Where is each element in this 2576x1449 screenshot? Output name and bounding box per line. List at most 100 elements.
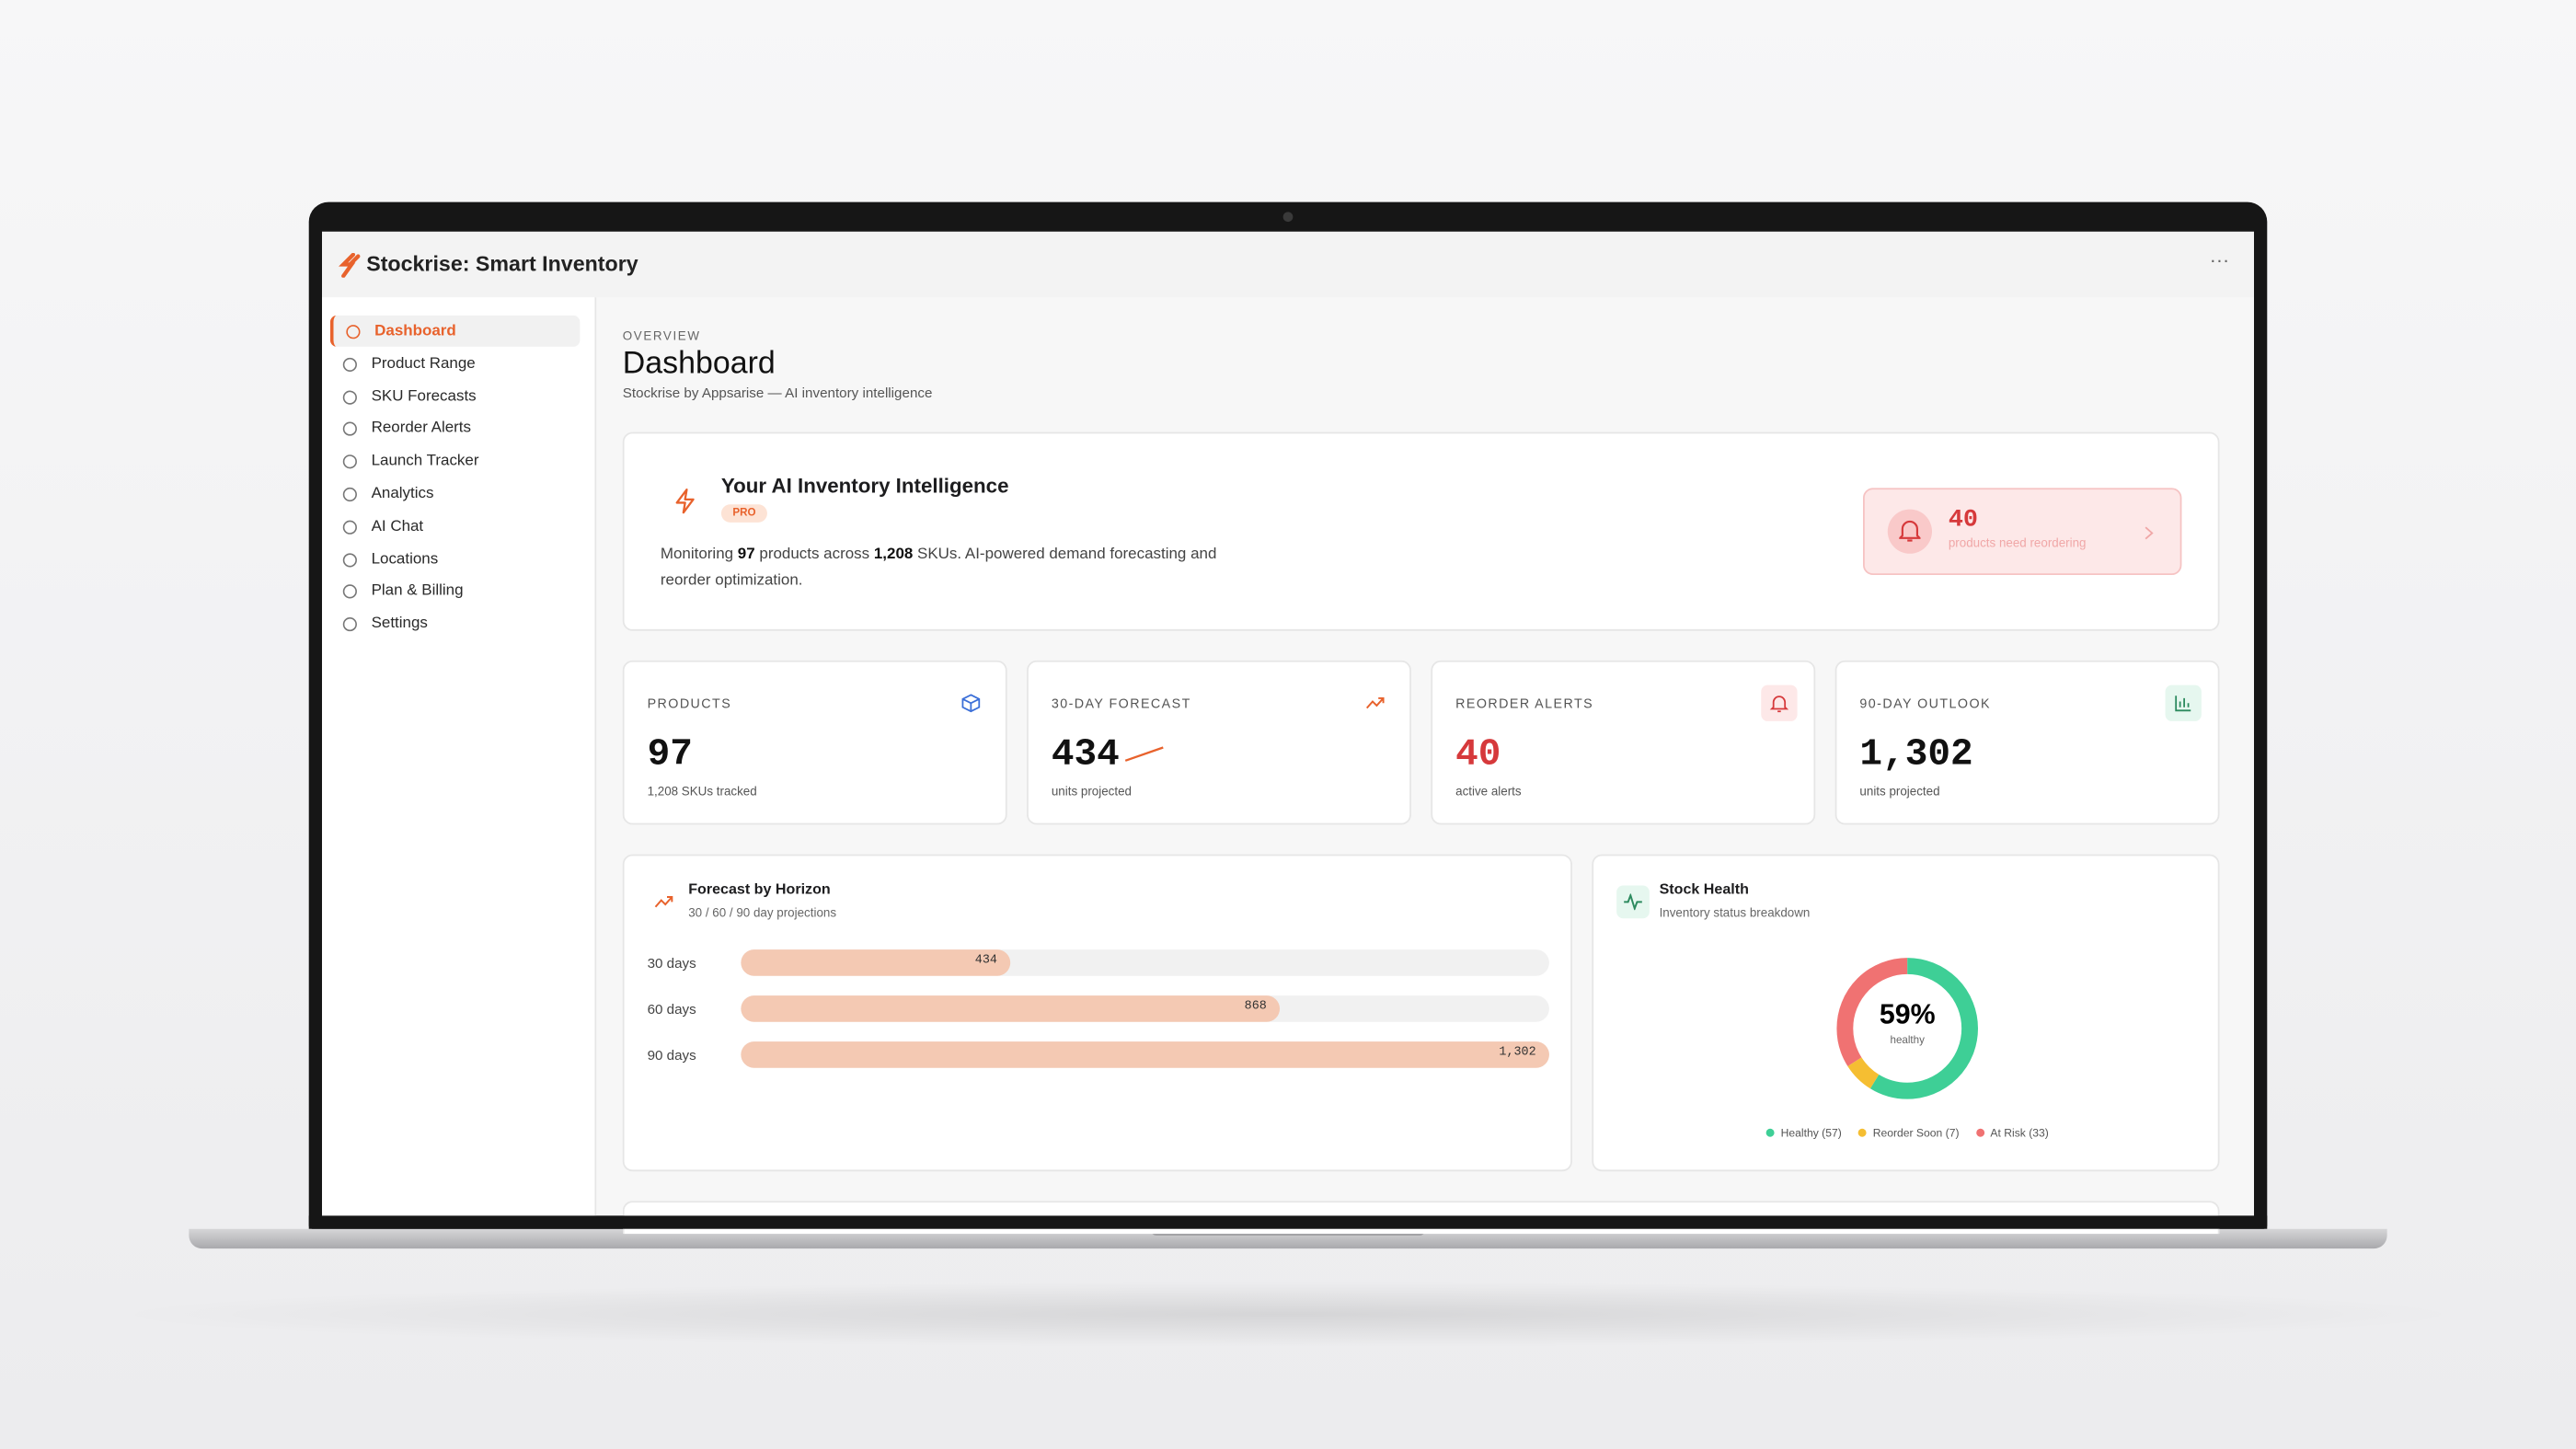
nav-item[interactable]: Analytics [330,478,580,510]
bar-value-label: 1,302 [1499,1046,1536,1060]
nav-item[interactable]: Dashboard [329,315,581,347]
forecast-title: Forecast by Horizon [688,880,831,897]
stat-label: PRODUCTS [647,696,732,712]
stat-label: REORDER ALERTS [1455,696,1594,712]
stat-icon-glyph [2175,696,2191,712]
stat-value: 1,302 [1859,732,1973,776]
stat-card: 90-DAY OUTLOOK 1,302 units projected [1834,660,2220,825]
hero-icon [675,488,695,514]
menu-button[interactable]: ··· [2209,247,2230,271]
nav-icon [342,584,357,600]
description-part: SKUs. AI-powered demand forecasting and … [660,545,1222,591]
hero-card: Your AI Inventory Intelligence PRO Monit… [622,431,2220,631]
forecast-icon [654,896,673,908]
nav-icon [342,487,357,502]
reorder-banner[interactable]: 40 products need reordering [1862,488,2182,575]
description-part: 97 [737,545,755,564]
stat-icon [953,685,989,721]
nav-label: Reorder Alerts [371,420,472,438]
donut-segment [1836,958,1978,1099]
bar-label: 60 days [647,1000,696,1018]
hero-title: Your AI Inventory Intelligence [720,475,1009,499]
stat-value: 434 [1051,732,1120,776]
nav-item[interactable]: Settings [330,608,580,639]
page-subtitle: Stockrise by Appsarise — AI inventory in… [622,384,933,401]
bell-circle [1887,509,1932,554]
nav-label: Settings [371,615,428,633]
stat-icon [1761,684,1798,721]
title-bar: Stockrise: Smart Inventory ··· [321,231,2254,298]
nav-label: Dashboard [374,321,456,340]
stat-value: 97 [647,732,693,776]
stat-sub: units projected [1859,783,1940,799]
stat-card: 30-DAY FORECAST 434 units projected [1027,660,1411,825]
bar: 868 [741,995,1281,1022]
stat-label: 30-DAY FORECAST [1051,696,1191,712]
sidebar [321,297,597,1216]
nav-icon [342,422,357,437]
legend-item: Reorder Soon (7) [1857,1128,1960,1141]
legend-dot [1857,1128,1867,1137]
reorder-count: 40 [1948,505,1979,535]
nav-item[interactable]: Locations [330,543,580,574]
health-icon-box [1616,885,1650,919]
stat-sub: units projected [1051,783,1132,799]
app-title: Stockrise: Smart Inventory [366,251,638,276]
nav-icon [342,357,357,372]
nav-item[interactable]: SKU Forecasts [330,381,580,412]
legend-label: At Risk (33) [1990,1128,2049,1141]
nav-label: AI Chat [371,517,424,535]
bell-icon [1899,520,1921,542]
nav-icon [346,325,361,339]
donut-center-value: 59% [1880,999,1936,1029]
description-part: Monitoring [660,545,738,564]
stat-card: REORDER ALERTS 40 active alerts [1431,660,1816,825]
nav-item[interactable]: Plan & Billing [330,576,580,607]
bar-value-label: 434 [974,954,997,968]
forecast-subtitle: 30 / 60 / 90 day projections [688,904,837,920]
camera [1282,212,1294,223]
page-title: Dashboard [622,346,776,382]
nav-label: Locations [371,549,439,569]
stat-icon-glyph [961,694,981,713]
logo [339,252,361,278]
description-part: products across [754,545,874,564]
nav-label: Launch Tracker [371,452,479,471]
nav-item[interactable]: Product Range [330,348,580,379]
legend-label: Reorder Soon (7) [1872,1128,1960,1141]
chevron [2145,526,2154,540]
legend-dot [1975,1128,1984,1137]
nav-item[interactable]: Launch Tracker [330,445,580,477]
stat-icon [1357,685,1393,721]
nav-label: Plan & Billing [371,581,464,601]
nav-item[interactable]: AI Chat [330,511,580,542]
description-part: 1,208 [873,545,914,564]
nav-icon [342,389,357,405]
stat-card: PRODUCTS 97 1,208 SKUs tracked [622,660,1007,825]
nav-item[interactable]: Reorder Alerts [330,413,580,444]
stat-value: 40 [1455,732,1501,776]
bar-value-label: 868 [1244,1000,1267,1014]
health-subtitle: Inventory status breakdown [1659,904,1811,920]
stat-icon-glyph [1769,696,1789,713]
eyebrow: OVERVIEW [622,328,701,344]
stat-sub: 1,208 SKUs tracked [647,783,757,799]
stock-health-card: Stock Health Inventory status breakdown … [1592,854,2221,1172]
pro-badge: PRO [720,504,767,523]
bar-label: 90 days [647,1046,696,1064]
stat-sub: active alerts [1455,783,1522,799]
hero-description: Monitoring 97 products across 1,208 SKUs… [661,542,1252,594]
trend-line [1124,746,1164,762]
bar: 434 [741,949,1011,976]
donut-center-label: healthy [1891,1034,1926,1046]
legend: Healthy (57) Reorder Soon (7) At Risk (33) [1593,1128,2221,1141]
forecast-card: Forecast by Horizon 30 / 60 / 90 day pro… [622,854,1572,1172]
legend-label: Healthy (57) [1780,1128,1842,1141]
legend-item: At Risk (33) [1975,1128,2049,1141]
nav-icon [342,520,357,535]
bar: 1,302 [741,1041,1549,1068]
nav-icon [342,552,357,567]
stat-icon [2165,684,2202,721]
